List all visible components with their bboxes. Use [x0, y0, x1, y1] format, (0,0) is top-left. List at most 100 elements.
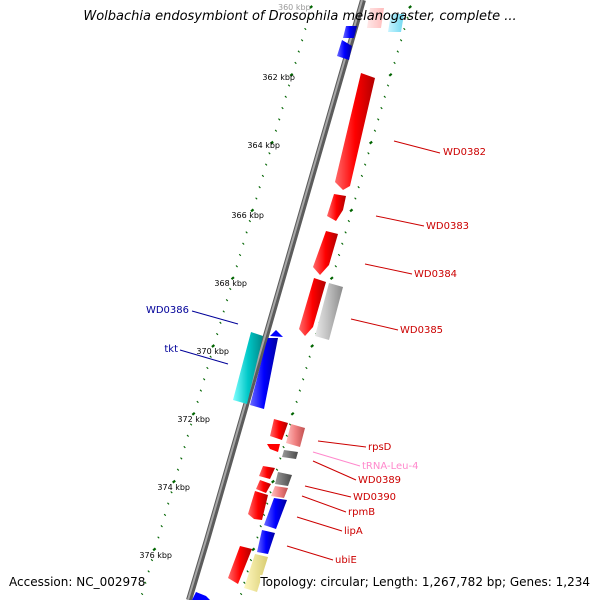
- topology-summary: Topology: circular; Length: 1,267,782 bp…: [260, 575, 590, 589]
- label-leader-lines: [179, 140, 441, 561]
- gene-wd0383-shape[interactable]: [327, 194, 346, 221]
- gene-rpsd-shape[interactable]: [270, 419, 288, 440]
- ruler-minor-tick: [285, 434, 288, 437]
- gene-wd0385-grey-shape[interactable]: [315, 283, 343, 340]
- label-wd0383[interactable]: WD0383: [426, 221, 469, 232]
- ruler-label-372: 372 kbp: [177, 415, 210, 424]
- ruler-minor-tick: [180, 457, 183, 460]
- ruler-minor-tick: [176, 468, 180, 471]
- gene-wd0389-shape[interactable]: [259, 466, 275, 479]
- ruler-label-374: 374 kbp: [157, 483, 190, 492]
- ruler-minor-tick: [216, 332, 219, 336]
- ruler-minor-tick: [160, 525, 163, 528]
- label-wd0386[interactable]: WD0386: [146, 305, 189, 316]
- ruler-major-tick: [230, 276, 235, 281]
- feature-top-lightblue[interactable]: [388, 14, 404, 32]
- gene-wd0384-shape[interactable]: [313, 231, 338, 275]
- ruler-minor-tick: [341, 242, 344, 245]
- ruler-minor-tick: [147, 570, 150, 573]
- ruler-minor-tick: [258, 186, 261, 189]
- gene-labels: WD0382 WD0383 WD0384 WD0385 rpsD tRNA-Le…: [146, 147, 486, 566]
- ruler-major-tick: [388, 72, 393, 77]
- leader-rpsd: [317, 440, 367, 448]
- leader-wd0390: [304, 485, 352, 498]
- ruler-minor-tick: [278, 118, 281, 121]
- ruler-label-366: 366 kbp: [231, 211, 264, 220]
- ruler-label-368: 368 kbp: [214, 279, 247, 288]
- ruler-track-right: [239, 5, 412, 596]
- label-ubie[interactable]: ubiE: [335, 555, 357, 566]
- bottom-blue-arrow[interactable]: [192, 592, 210, 600]
- label-rpmb[interactable]: rpmB: [348, 507, 375, 518]
- map-title: Wolbachia endosymbiont of Drosophila mel…: [83, 9, 517, 24]
- label-lipa[interactable]: lipA: [344, 526, 363, 537]
- gene-lipa-red-shape[interactable]: [248, 491, 268, 520]
- ruler-minor-tick: [275, 468, 279, 471]
- ruler-minor-tick: [170, 491, 173, 494]
- label-rpsd[interactable]: rpsD: [368, 442, 392, 453]
- ruler-minor-tick: [334, 265, 337, 268]
- label-tkt[interactable]: tkt: [164, 344, 178, 355]
- gene-lipa-shape[interactable]: [264, 498, 287, 529]
- label-wd0389[interactable]: WD0389: [358, 475, 401, 486]
- ruler-major-tick: [251, 547, 256, 552]
- ruler-minor-tick: [242, 242, 245, 245]
- ruler-minor-tick: [282, 445, 285, 449]
- small-red-arrow[interactable]: [267, 444, 280, 452]
- gene-ubie-shape[interactable]: [257, 530, 275, 554]
- ruler-minor-tick: [249, 558, 253, 562]
- label-wd0382[interactable]: WD0382: [443, 147, 486, 158]
- ruler-minor-tick: [245, 231, 248, 234]
- ruler-major-tick: [290, 411, 295, 416]
- feature-top-blue-2[interactable]: [337, 40, 352, 60]
- leader-wd0384: [364, 263, 413, 275]
- ruler-minor-tick: [399, 39, 403, 42]
- ruler-track-left: [140, 5, 313, 596]
- feature-top-pink[interactable]: [367, 8, 384, 28]
- gene-wd0382-shape[interactable]: [335, 73, 375, 190]
- gene-wd0390-dark-shape[interactable]: [275, 472, 292, 486]
- trna-leu-4-shape[interactable]: [282, 450, 298, 459]
- leader-wd0385: [350, 318, 399, 331]
- ruler-major-tick: [250, 208, 255, 213]
- ruler-minor-tick: [140, 592, 144, 596]
- gene-rpsd-pink-shape[interactable]: [286, 424, 305, 447]
- ruler-major-tick: [309, 5, 313, 9]
- ruler-minor-tick: [363, 163, 367, 166]
- gene-wd0385-shape[interactable]: [299, 278, 326, 336]
- label-wd0390[interactable]: WD0390: [353, 492, 396, 503]
- ruler-minor-tick: [199, 389, 203, 392]
- gene-ubie-red-shape[interactable]: [228, 546, 252, 584]
- gene-rpmb-shape[interactable]: [271, 486, 288, 498]
- ruler-minor-tick: [347, 219, 351, 223]
- leader-wd0382: [393, 140, 441, 154]
- feature-top-blue-1[interactable]: [343, 26, 357, 38]
- ruler-minor-tick: [295, 400, 298, 404]
- ruler-minor-tick: [294, 61, 297, 65]
- ruler-label-370: 370 kbp: [196, 347, 229, 356]
- ruler-minor-tick: [222, 310, 225, 313]
- gene-wd0386-shape[interactable]: [233, 332, 263, 404]
- ruler-minor-tick: [281, 106, 284, 110]
- label-trna-leu-4[interactable]: tRNA-Leu-4: [362, 461, 418, 472]
- ruler-minor-tick: [219, 321, 222, 324]
- ruler-minor-tick: [300, 39, 304, 42]
- ruler-minor-tick: [354, 197, 357, 200]
- ruler-minor-tick: [246, 570, 249, 573]
- gene-wd0390-shape[interactable]: [256, 480, 271, 493]
- ruler-minor-tick: [248, 219, 252, 223]
- ruler-minor-tick: [297, 50, 300, 53]
- ruler-minor-tick: [150, 558, 154, 562]
- ruler-minor-tick: [206, 366, 209, 370]
- ruler-label-376: 376 kbp: [139, 551, 172, 560]
- ruler-major-tick: [408, 5, 412, 9]
- leader-ubie: [286, 545, 334, 561]
- gene-tkt-shape[interactable]: [250, 330, 283, 409]
- ruler-label-362: 362 kbp: [262, 73, 295, 82]
- label-wd0384[interactable]: WD0384: [414, 269, 457, 280]
- ruler-minor-tick: [337, 253, 341, 257]
- leader-trna: [312, 451, 361, 467]
- ruler-minor-tick: [225, 299, 229, 302]
- gene-yellow-shape[interactable]: [244, 554, 268, 592]
- label-wd0385[interactable]: WD0385: [400, 325, 443, 336]
